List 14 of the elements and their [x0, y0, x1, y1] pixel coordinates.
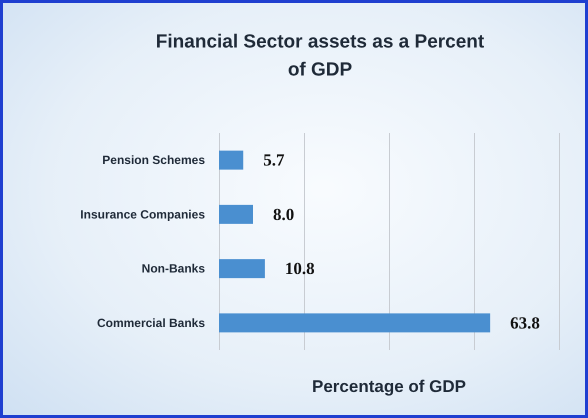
data-label: 8.0: [273, 204, 294, 224]
data-label: 5.7: [263, 150, 285, 170]
y-tick-label: Commercial Banks: [96, 316, 206, 330]
data-label: 10.8: [284, 259, 315, 278]
chart-title: Financial Sector assets as a Percent of GDP: [156, 32, 485, 80]
bar: [219, 259, 265, 278]
bar: [219, 204, 253, 224]
y-tick-label: Insurance Companies: [80, 207, 206, 222]
bar: [219, 313, 490, 332]
data-label: 63.8: [510, 313, 540, 332]
y-tick-label: Pension Schemes: [102, 153, 206, 168]
y-tick-label: Non-Banks: [142, 262, 206, 276]
bar: [219, 150, 244, 170]
x-axis-title: Percentage of GDP: [312, 377, 466, 396]
